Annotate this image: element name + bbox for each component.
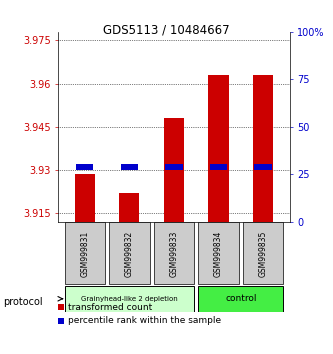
Bar — [208, 75, 228, 222]
Bar — [198, 222, 239, 284]
Bar — [253, 75, 273, 222]
Text: percentile rank within the sample: percentile rank within the sample — [68, 316, 221, 325]
Text: GSM999831: GSM999831 — [81, 230, 90, 276]
Text: GSM999835: GSM999835 — [258, 230, 267, 276]
Text: GSM999832: GSM999832 — [125, 230, 134, 276]
Text: transformed count: transformed count — [68, 303, 152, 312]
Bar — [254, 165, 271, 170]
Bar — [166, 165, 182, 170]
Bar — [198, 286, 283, 312]
Bar — [65, 286, 194, 312]
Text: GSM999834: GSM999834 — [214, 230, 223, 276]
Bar — [164, 118, 184, 222]
Text: control: control — [225, 294, 256, 303]
Bar — [77, 165, 94, 170]
Bar — [65, 222, 106, 284]
Bar — [154, 222, 194, 284]
Text: GDS5113 / 10484667: GDS5113 / 10484667 — [103, 23, 230, 36]
Text: Grainyhead-like 2 depletion: Grainyhead-like 2 depletion — [81, 296, 178, 302]
Bar — [109, 222, 150, 284]
Bar — [75, 174, 95, 222]
Text: GSM999833: GSM999833 — [169, 230, 178, 276]
Bar — [120, 193, 140, 222]
Text: protocol: protocol — [3, 297, 43, 307]
Bar — [242, 222, 283, 284]
Bar — [210, 165, 227, 170]
Bar — [121, 165, 138, 170]
